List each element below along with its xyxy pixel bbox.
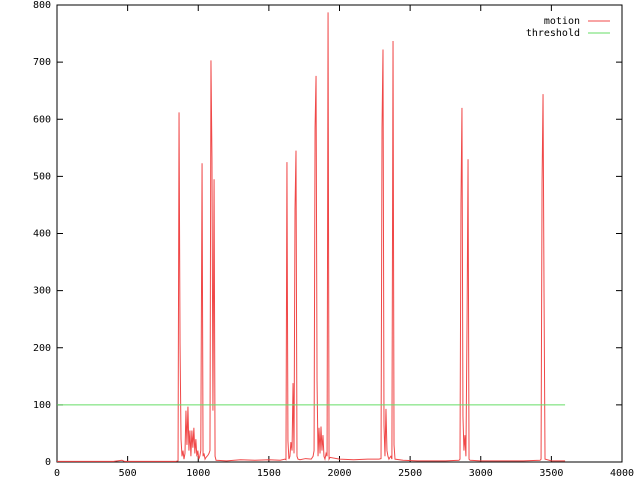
legend-label: motion [544,16,580,27]
y-tick-label: 200 [33,343,51,354]
plot-border [56,4,623,463]
y-tick-label: 400 [33,229,51,240]
y-tick-label: 600 [33,114,51,125]
x-tick-label: 0 [54,468,60,479]
x-tick-label: 1500 [257,468,281,479]
x-tick-label: 1000 [186,468,210,479]
x-tick-label: 2000 [327,468,351,479]
y-tick-label: 100 [33,400,51,411]
y-tick-label: 0 [45,457,51,468]
x-tick-label: 3500 [539,468,563,479]
x-tick-label: 3000 [469,468,493,479]
legend-label: threshold [526,28,580,39]
y-tick-label: 500 [33,171,51,182]
x-tick-label: 4000 [610,468,634,479]
x-tick-label: 2500 [398,468,422,479]
series-line [57,12,566,462]
x-tick-label: 500 [119,468,137,479]
y-tick-label: 300 [33,286,51,297]
y-tick-label: 700 [33,57,51,68]
y-tick-label: 800 [33,0,51,11]
